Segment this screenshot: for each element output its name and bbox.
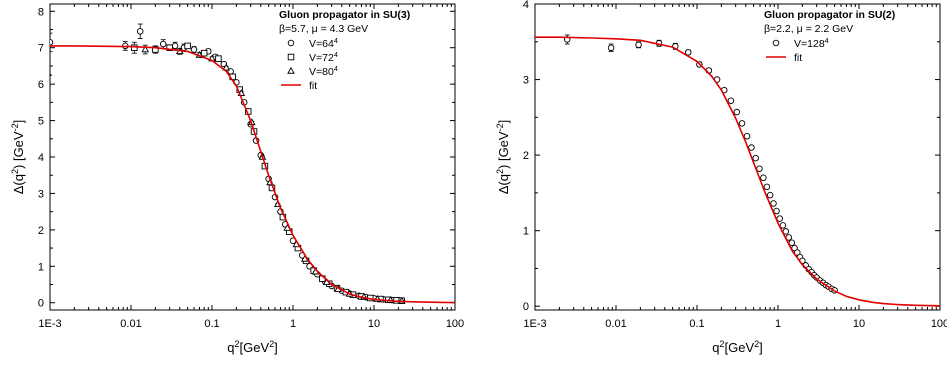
su3-data-point [190,46,198,53]
su2-fit-line [535,36,940,307]
su2-legend-label: V=1284 [794,36,829,51]
su2-data-point [727,97,735,104]
su2-series-circle [563,34,838,294]
su2-data-point [733,108,741,116]
su3-y-tick-label: 6 [38,79,44,91]
su2-data-point [773,207,780,215]
su2-data-point [760,174,767,182]
su2-x-axis-title: q2[GeV2] [712,339,763,355]
su3-x-tick-label: 1 [290,318,296,330]
su3-legend-label: V=644 [309,36,338,51]
su3-data-point [171,42,179,50]
su3-data-point [141,45,150,53]
su2-x-tick-label: 0.01 [605,318,626,330]
su2-legend-label: fit [794,52,802,64]
su2-x-tick-label: 1E-3 [523,318,546,330]
su3-data-point [200,49,208,57]
su3-legend-marker [287,53,295,61]
su3-fit-line [50,45,455,304]
su2-legend-marker [772,39,780,47]
su3-data-point [166,44,173,51]
su3-legend-subtitle: β=5.7, μ = 4.3 GeV [279,23,368,35]
su2-data-point [766,191,774,199]
su3-data-point [159,40,167,48]
su3-y-axis-title: Δ(q2) [GeV-2] [10,120,26,195]
su3-x-axis-title: q2[GeV2] [227,339,278,355]
su3-x-tick-label: 1E-3 [38,318,61,330]
su2-data-point [779,222,787,229]
su3-data-point [131,44,138,51]
su2-x-tick-label: 10 [853,318,865,330]
su3-y-tick-label: 8 [38,6,44,18]
su2-legend-subtitle: β=2.2, μ = 2.2 GeV [764,23,853,35]
su2-data-point [738,120,746,127]
su2-plot-area [535,34,940,307]
su2-data-point [685,49,692,56]
su3-y-tick-label: 7 [38,43,44,55]
su2-legend-title: Gluon propagator in SU(2) [764,9,895,21]
su3-x-tick-label: 10 [368,318,380,330]
su3-y-tick-label: 2 [38,225,44,237]
su3-data-point [215,55,222,62]
su3-legend: Gluon propagator in SU(3) β=5.7, μ = 4.3 … [279,9,410,92]
su3-legend-label: V=804 [309,64,338,79]
su3-data-point [136,28,144,35]
su2-y-tick-label: 4 [523,0,529,11]
su2-x-tick-label: 100 [931,318,947,330]
su2-legend: Gluon propagator in SU(2) β=2.2, μ = 2.2 … [764,9,895,64]
su3-legend-label: fit [309,80,317,92]
su2-y-axis-title: Δ(q2) [GeV-2] [495,120,511,195]
su3-legend-marker [287,39,295,47]
su3-plot-frame [49,3,456,311]
su3-series-triangle [50,44,406,304]
su2-x-tick-label: 0.1 [689,318,704,330]
su3-y-tick-label: 4 [38,152,44,164]
su3-data-point [50,39,54,46]
su3-y-tick-label: 3 [38,188,44,200]
su3-y-tick-label: 5 [38,116,44,128]
su2-panel: 1E-3 0.01 0.1 1 10 100 0 1 2 3 4 q2[GeV2] Δ(q2) [GeV… [495,0,947,355]
su3-x-tick-label: 0.01 [120,318,141,330]
su2-y-tick-label: 0 [523,301,529,313]
su2-y-tick-label: 3 [523,75,529,87]
su2-data-point [770,200,777,207]
su2-x-tick-label: 1 [775,318,781,330]
su3-plot-area [43,23,455,304]
su2-data-point [743,132,751,140]
su3-x-tick-label: 100 [446,318,464,330]
su2-data-point [763,183,771,191]
su3-data-point [222,63,231,71]
su2-data-point [752,154,759,162]
su3-data-point [50,72,53,76]
su3-data-point [184,42,191,50]
su2-y-tick-label: 2 [523,150,529,162]
su3-data-point [152,46,159,53]
su3-series-square [43,41,405,304]
su3-legend-title: Gluon propagator in SU(3) [279,9,410,21]
su3-y-tick-label: 0 [38,298,44,310]
su3-legend-marker [287,66,295,74]
su2-plot-frame [534,3,941,311]
su3-x-tick-label: 0.1 [204,318,219,330]
su2-data-point [748,144,755,151]
su2-data-point [788,239,796,247]
su2-data-point [607,44,615,52]
su3-data-point [43,61,49,67]
su3-panel: 1E-3 0.01 0.1 1 10 100 0 1 2 3 4 5 6 7 8 q2[GeV2] Δ(q2) … [10,3,464,355]
su2-y-tick-label: 1 [523,226,529,238]
su3-y-tick-label: 1 [38,261,44,273]
su2-data-point [635,41,642,49]
su3-legend-label: V=724 [309,50,338,65]
